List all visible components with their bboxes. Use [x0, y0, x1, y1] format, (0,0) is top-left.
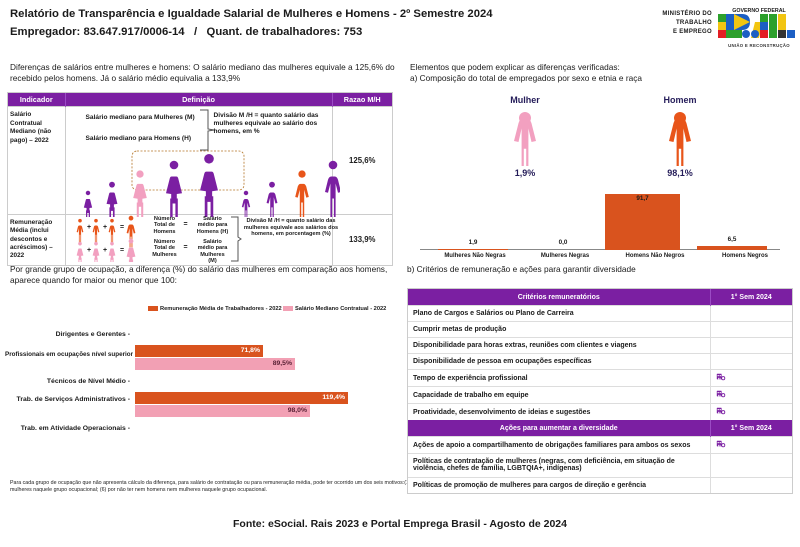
- svg-text:+: +: [103, 224, 107, 231]
- svg-text:=: =: [120, 247, 124, 254]
- svg-text:GOVERNO FEDERAL: GOVERNO FEDERAL: [732, 8, 786, 14]
- svg-text:+: +: [87, 247, 91, 254]
- svg-text:+: +: [103, 247, 107, 254]
- svg-text:=: =: [120, 224, 124, 231]
- svg-text:+: +: [87, 224, 91, 231]
- svg-text:UNIÃO E RECONSTRUÇÃO: UNIÃO E RECONSTRUÇÃO: [728, 43, 790, 48]
